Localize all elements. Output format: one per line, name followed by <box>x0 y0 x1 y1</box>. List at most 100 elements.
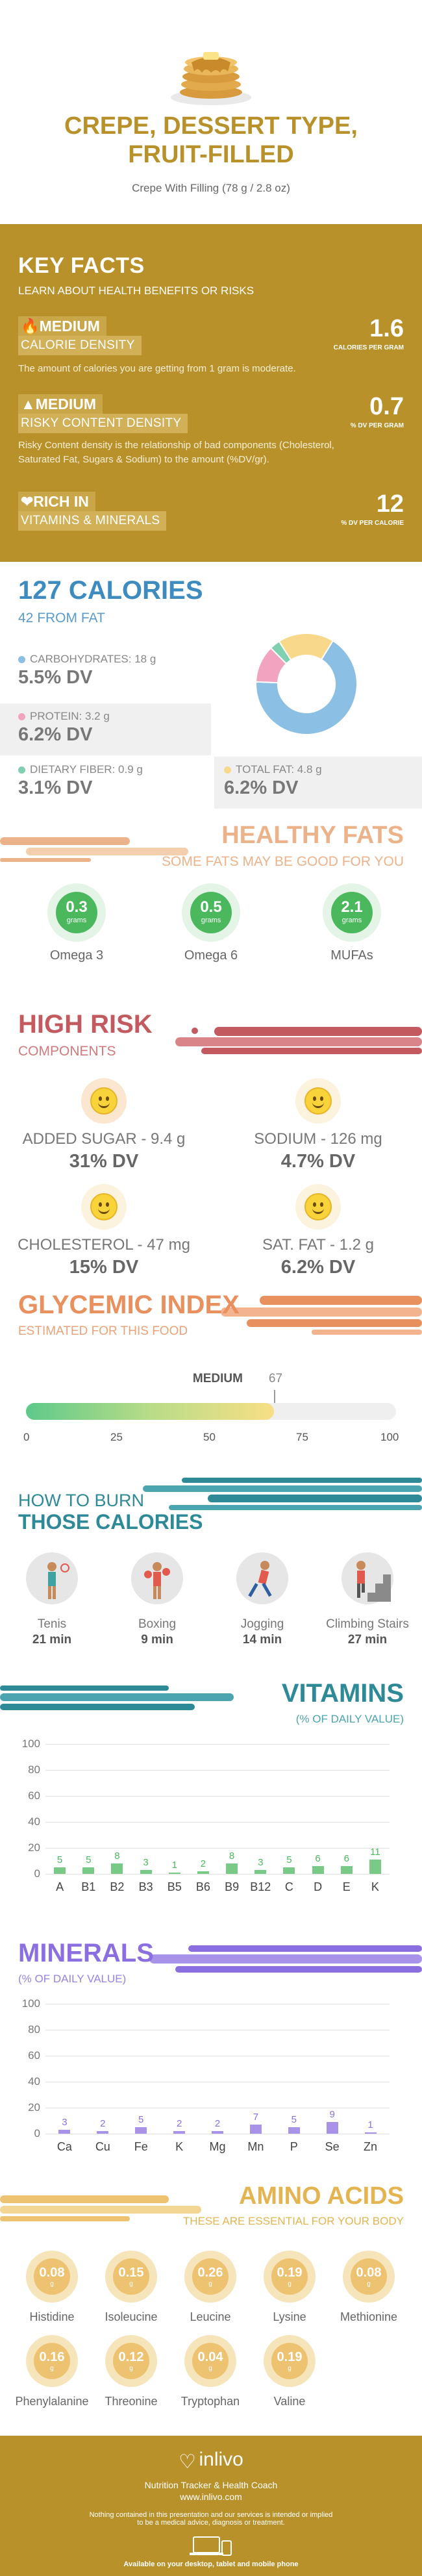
rich-in-label: VITAMINS & MINERALS <box>18 511 167 531</box>
calories-title: 127 CALORIES <box>18 576 203 605</box>
amino-unit: g <box>288 2280 292 2288</box>
bar-B2 <box>111 1863 123 1874</box>
bar-D <box>312 1866 324 1874</box>
amino-label: Lysine <box>273 2310 306 2323</box>
amino-unit: g <box>50 2280 54 2288</box>
bar-value-Fe: 5 <box>138 2114 144 2125</box>
high-risk-section: HIGH RISK COMPONENTS ADDED SUGAR - 9.4 g… <box>0 997 422 1278</box>
x-tick-label-A: A <box>56 1880 64 1893</box>
footer: ♡ inlivo Nutrition Tracker & Health Coac… <box>0 2436 422 2576</box>
high-risk-title: HIGH RISK <box>18 1010 153 1039</box>
risk-sodium: SODIUM - 126 mg 4.7% DV <box>254 1130 382 1172</box>
healthy-fats-section: HEALTHY FATS SOME FATS MAY BE GOOD FOR Y… <box>0 815 422 997</box>
key-facts-subtitle: LEARN ABOUT HEALTH BENEFITS OR RISKS <box>18 284 254 297</box>
warning-icon: ▲ <box>21 396 36 412</box>
minerals-section: MINERALS (% OF DAILY VALUE) 0 20 40 60 80 100… <box>0 1926 422 2176</box>
y-tick-label: 100 <box>21 1997 40 2010</box>
glycemic-tick: 50 <box>203 1431 216 1443</box>
bar-Fe <box>135 2127 147 2134</box>
y-tick-label: 0 <box>34 2127 40 2140</box>
glycemic-title: GLYCEMIC INDEX <box>18 1291 240 1319</box>
amino-unit: g <box>288 2365 292 2372</box>
glycemic-tick: 0 <box>23 1431 30 1443</box>
bar-value-E: 6 <box>343 1853 349 1864</box>
x-tick-label-B2: B2 <box>110 1880 125 1893</box>
amino-unit: g <box>129 2365 133 2372</box>
y-tick-label: 40 <box>28 2075 40 2088</box>
bar-E <box>340 1866 353 1874</box>
vitamins-subtitle: (% OF DAILY VALUE) <box>295 1713 404 1725</box>
macro-protein: PROTEIN: 3.2 g 6.2% DV <box>18 710 110 745</box>
amino-value: 0.08 <box>39 2266 65 2280</box>
calorie-density-level: 🔥MEDIUM <box>18 316 106 336</box>
burn-title-line2: THOSE CALORIES <box>18 1510 203 1534</box>
bar-Ca <box>58 2130 71 2134</box>
x-tick-label-Fe: Fe <box>134 2140 148 2153</box>
donut-slice-carbohydrates <box>255 640 358 735</box>
jogging-icon <box>236 1552 288 1604</box>
donut-slice-fat <box>278 633 334 661</box>
amino-label: Leucine <box>190 2310 231 2323</box>
calories-from-fat: 42 FROM FAT <box>18 611 105 625</box>
footer-tagline: Nutrition Tracker & Health Coach <box>144 2480 278 2490</box>
amino-value: 0.19 <box>277 2266 303 2280</box>
y-tick-label: 20 <box>28 1841 40 1854</box>
vitamins-title: VITAMINS <box>281 1679 404 1708</box>
x-tick-label-Se: Se <box>325 2140 340 2153</box>
bar-value-Zn: 1 <box>367 2119 373 2130</box>
bar-value-B5: 1 <box>171 1860 177 1871</box>
amino-value: 0.12 <box>118 2350 144 2364</box>
bar-value-B6: 2 <box>200 1858 206 1869</box>
bar-value-Ca: 3 <box>62 2117 68 2128</box>
key-facts-title: KEY FACTS <box>18 253 145 278</box>
vitamins-decor-stripes <box>0 1686 234 1710</box>
healthy-fats-title: HEALTHY FATS <box>221 822 404 849</box>
rich-in-unit: % DV PER CALORIE <box>341 520 404 527</box>
y-tick-label: 60 <box>28 2049 40 2062</box>
stairs-icon <box>341 1552 393 1604</box>
bar-C <box>283 1867 295 1874</box>
amino-label: Histidine <box>29 2310 75 2323</box>
inlivo-logo: ♡ inlivo <box>179 2449 243 2473</box>
y-tick-label: 0 <box>34 1867 40 1880</box>
bar-value-B12: 3 <box>258 1857 264 1868</box>
grid-line <box>45 1796 390 1797</box>
macro-fat: TOTAL FAT: 4.8 g 6.2% DV <box>224 763 322 798</box>
y-tick-label: 20 <box>28 2101 40 2114</box>
bar-P <box>288 2127 300 2134</box>
amino-decor-stripes <box>0 2195 201 2221</box>
bar-value-D: 6 <box>315 1853 321 1864</box>
x-tick-label-Mg: Mg <box>209 2140 226 2153</box>
calorie-density-unit: CALORIES PER GRAM <box>333 344 404 351</box>
y-tick-label: 80 <box>28 1763 40 1776</box>
bar-value-B3: 3 <box>143 1857 149 1868</box>
minerals-chart: 0 20 40 60 80 100 3 Ca 2 Cu 5 Fe 2 K 2 Mg 7 Mn 5 P 9 Se 1 Zn <box>0 1997 422 2173</box>
bar-value-Se: 9 <box>329 2109 335 2120</box>
bar-value-K: 2 <box>176 2118 182 2129</box>
amino-label: Methionine <box>340 2310 398 2323</box>
x-tick-label-Ca: Ca <box>56 2140 72 2153</box>
x-tick-label-B5: B5 <box>167 1880 182 1893</box>
bar-Zn <box>364 2132 377 2134</box>
bar-value-B1: 5 <box>86 1854 92 1865</box>
amino-label: Isoleucine <box>105 2310 158 2323</box>
calories-section: 127 CALORIES 42 FROM FAT CARBOHYDRATES: … <box>0 562 422 815</box>
bar-value-A: 5 <box>56 1854 63 1865</box>
cholesterol-smiley-icon <box>81 1184 127 1230</box>
glycemic-fill <box>26 1403 274 1420</box>
amino-unit: g <box>129 2280 133 2288</box>
x-tick-label-C: C <box>284 1880 293 1893</box>
healthy-fats-subtitle: SOME FATS MAY BE GOOD FOR YOU <box>161 854 404 869</box>
risky-density-description: Risky Content density is the relationshi… <box>18 440 334 465</box>
footer-url[interactable]: www.inlivo.com <box>180 2492 242 2502</box>
amino-unit: g <box>208 2365 212 2372</box>
amino-label: Tryptophan <box>180 2395 240 2408</box>
footer-available: Available on your desktop, tablet and mo… <box>123 2560 299 2568</box>
x-tick-label-E: E <box>342 1880 351 1893</box>
glycemic-section: GLYCEMIC INDEX ESTIMATED FOR THIS FOOD M… <box>0 1276 422 1465</box>
y-tick-label: 60 <box>28 1789 40 1802</box>
x-tick-label-B9: B9 <box>225 1880 240 1893</box>
added-sugar-smiley-icon <box>81 1078 127 1124</box>
bar-Cu <box>97 2131 109 2134</box>
minerals-subtitle: (% OF DAILY VALUE) <box>18 1973 127 1985</box>
